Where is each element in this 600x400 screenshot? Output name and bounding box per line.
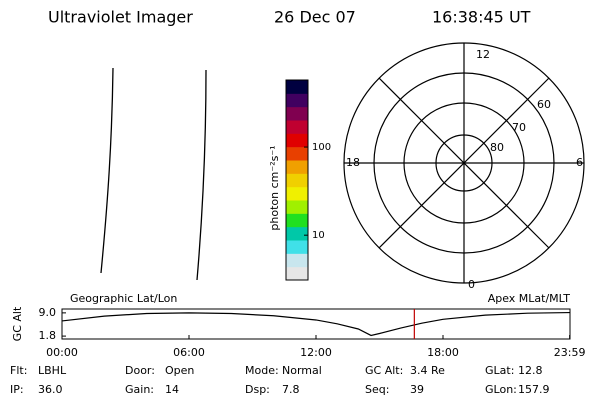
colorbar-label: photon cm⁻²s⁻¹	[268, 145, 281, 230]
colorbar-cell	[286, 173, 308, 188]
colorbar-cell	[286, 160, 308, 174]
colorbar-cell	[286, 213, 308, 228]
x-tick-label: 23:59	[554, 346, 586, 359]
colorbar-cell	[286, 240, 308, 254]
colorbar-tick-label: 100	[312, 142, 331, 153]
y-axis-label: GC Alt	[11, 306, 24, 341]
x-tick-label: 18:00	[427, 346, 459, 359]
field-label: Seq:	[365, 383, 389, 396]
geo-line	[196, 69, 207, 281]
polar-grid	[343, 42, 585, 284]
colorbar-frame	[285, 79, 309, 281]
field-label: Mode:	[245, 364, 279, 377]
field-value: 36.0	[38, 383, 63, 396]
colorbar-cell	[286, 200, 308, 214]
lat-label: 80	[490, 141, 504, 154]
mlt-label: 6	[576, 156, 583, 169]
field-label: Door:	[125, 364, 155, 377]
colorbar-cell	[286, 266, 308, 281]
field-label: GLat:	[485, 364, 514, 377]
altitude-line	[61, 311, 571, 337]
field-label: Dsp:	[245, 383, 270, 396]
colorbar-cell	[286, 253, 308, 268]
y-tick-label: 1.8	[39, 329, 57, 342]
title: Ultraviolet Imager	[48, 8, 193, 27]
field-value: Normal	[282, 364, 322, 377]
colorbar-cell	[286, 133, 308, 148]
geo-line	[100, 67, 114, 274]
mlt-label: 12	[476, 48, 490, 61]
field-value: 39	[410, 383, 424, 396]
field-label: GC Alt:	[365, 364, 403, 377]
field-value: 14	[165, 383, 179, 396]
mlt-label: 0	[468, 278, 475, 291]
x-tick-label: 06:00	[173, 346, 205, 359]
field-value: 7.8	[282, 383, 300, 396]
mlt-label: 18	[346, 156, 360, 169]
annotation: Apex MLat/MLT	[488, 292, 571, 305]
y-tick-label: 9.0	[39, 306, 57, 319]
field-value: 12.8	[518, 364, 543, 377]
time: 16:38:45 UT	[432, 8, 531, 27]
lat-label: 60	[537, 98, 551, 111]
annotation: Geographic Lat/Lon	[70, 292, 177, 305]
colorbar-tick-label: 10	[312, 230, 325, 241]
colorbar-cell	[286, 186, 308, 201]
colorbar-cell	[286, 120, 308, 134]
colorbar-cell	[286, 93, 308, 108]
x-tick-label: 12:00	[300, 346, 332, 359]
colorbar-cell	[286, 226, 308, 241]
colorbar-cell	[286, 106, 308, 121]
field-value: LBHL	[38, 364, 67, 377]
spoke	[378, 77, 550, 249]
x-tick-label: 00:00	[46, 346, 78, 359]
date: 26 Dec 07	[274, 8, 356, 27]
colorbar-cell	[286, 80, 308, 94]
colorbar-cell	[286, 146, 308, 161]
field-label: Gain:	[125, 383, 154, 396]
field-label: IP:	[10, 383, 24, 396]
field-label: GLon:	[485, 383, 517, 396]
lat-label: 70	[512, 121, 526, 134]
field-value: Open	[165, 364, 194, 377]
field-label: Flt:	[10, 364, 27, 377]
field-value: 157.9	[518, 383, 550, 396]
field-value: 3.4 Re	[410, 364, 445, 377]
